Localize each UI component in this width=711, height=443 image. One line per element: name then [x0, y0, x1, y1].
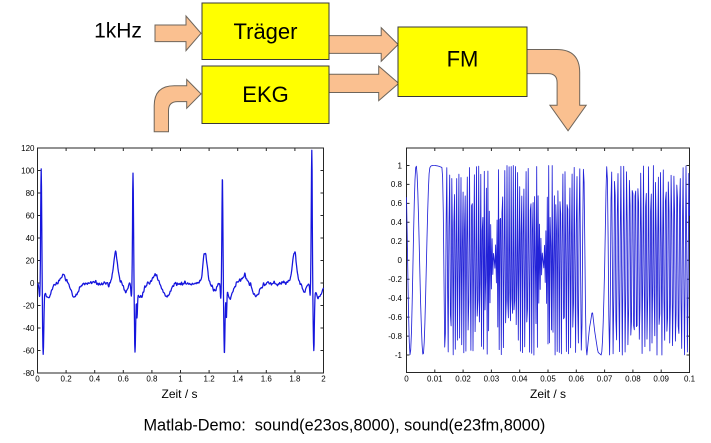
svg-text:20: 20 — [26, 256, 35, 265]
svg-text:100: 100 — [21, 166, 35, 175]
svg-text:-0.8: -0.8 — [388, 332, 402, 341]
svg-text:-80: -80 — [23, 369, 35, 378]
svg-text:0.6: 0.6 — [391, 199, 403, 208]
svg-text:-60: -60 — [23, 346, 35, 355]
svg-text:0.09: 0.09 — [653, 375, 669, 384]
svg-text:0.08: 0.08 — [625, 375, 641, 384]
svg-text:-0.6: -0.6 — [388, 313, 402, 322]
svg-text:-0.2: -0.2 — [388, 275, 402, 284]
svg-text:120: 120 — [21, 144, 35, 153]
svg-text:80: 80 — [26, 189, 35, 198]
svg-text:Matlab-Demo: sound(e23os,8000: Matlab-Demo: sound(e23os,8000), sound(e2… — [144, 417, 546, 435]
svg-text:FM: FM — [447, 47, 479, 72]
svg-text:0.2: 0.2 — [61, 375, 73, 384]
svg-text:0.4: 0.4 — [89, 375, 101, 384]
svg-text:0.1: 0.1 — [684, 375, 696, 384]
svg-text:0.8: 0.8 — [391, 180, 403, 189]
svg-text:1.6: 1.6 — [261, 375, 273, 384]
svg-text:0.07: 0.07 — [597, 375, 613, 384]
svg-text:Träger: Träger — [234, 19, 298, 44]
svg-text:0.02: 0.02 — [455, 375, 471, 384]
svg-text:0: 0 — [30, 279, 35, 288]
svg-text:1.8: 1.8 — [289, 375, 301, 384]
svg-text:0.6: 0.6 — [118, 375, 130, 384]
svg-text:60: 60 — [26, 211, 35, 220]
svg-text:-0.4: -0.4 — [388, 294, 402, 303]
svg-text:-20: -20 — [23, 301, 35, 310]
svg-text:0: 0 — [398, 256, 403, 265]
svg-text:-40: -40 — [23, 324, 35, 333]
svg-text:0.4: 0.4 — [391, 218, 403, 227]
svg-text:2: 2 — [321, 375, 326, 384]
svg-text:1.4: 1.4 — [232, 375, 244, 384]
svg-text:Zeit / s: Zeit / s — [161, 387, 197, 401]
svg-text:0: 0 — [35, 375, 40, 384]
svg-text:0.05: 0.05 — [540, 375, 556, 384]
svg-text:0.8: 0.8 — [146, 375, 158, 384]
svg-text:0.01: 0.01 — [427, 375, 443, 384]
svg-text:0.06: 0.06 — [569, 375, 585, 384]
svg-text:0.2: 0.2 — [391, 237, 403, 246]
svg-text:1: 1 — [398, 161, 403, 170]
svg-text:EKG: EKG — [242, 82, 288, 107]
svg-text:1: 1 — [178, 375, 183, 384]
svg-text:Zeit / s: Zeit / s — [530, 387, 566, 401]
svg-text:-1: -1 — [395, 351, 403, 360]
svg-text:40: 40 — [26, 234, 35, 243]
svg-text:1kHz: 1kHz — [94, 19, 142, 42]
svg-text:0.03: 0.03 — [484, 375, 500, 384]
svg-text:1.2: 1.2 — [204, 375, 216, 384]
svg-text:0.04: 0.04 — [512, 375, 528, 384]
svg-text:0: 0 — [404, 375, 409, 384]
